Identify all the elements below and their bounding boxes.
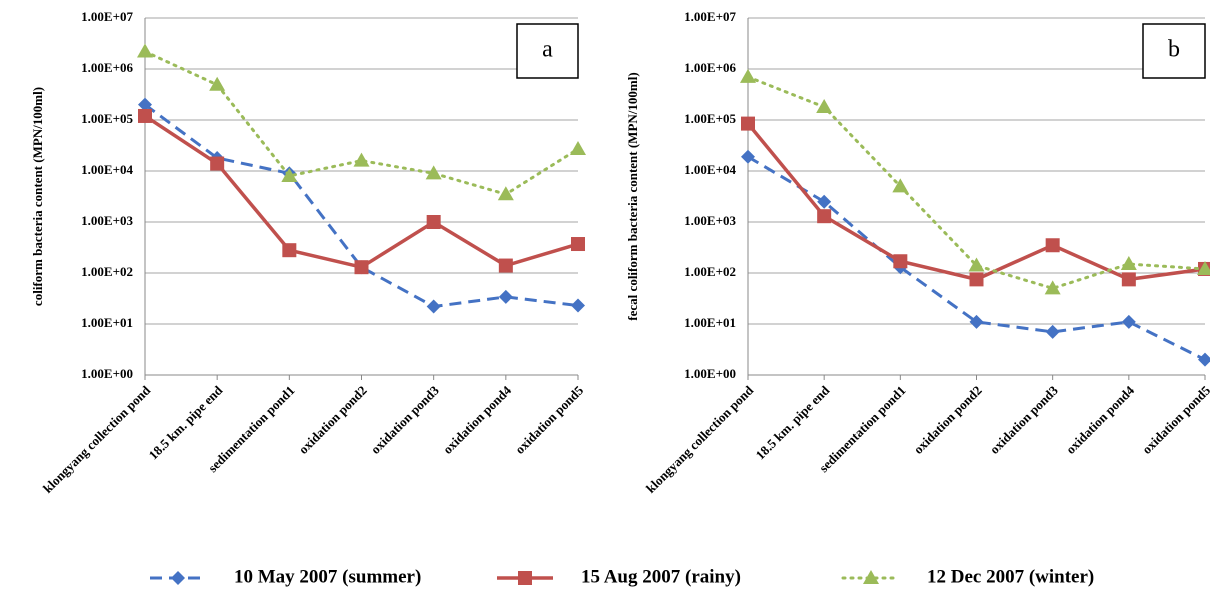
marker-triangle [968, 257, 985, 272]
marker-square [354, 260, 369, 275]
marker-diamond [817, 194, 832, 209]
y-tick-label: 1.00E+00 [684, 366, 736, 381]
y-tick-label: 1.00E+07 [684, 9, 736, 24]
marker-triangle [209, 76, 226, 91]
annotation: a [542, 37, 553, 63]
chart: 1.00E+00 1.00E+01 1.00E+02 1.00E+03 1.00E+04… [625, 9, 1210, 496]
marker-square [741, 116, 755, 131]
marker-diamond [426, 299, 441, 314]
marker-diamond [1045, 324, 1060, 339]
y-tick-label: 1.00E+06 [81, 60, 133, 75]
y-axis-label: coliform bacteria content (MPN/100ml) [30, 87, 45, 306]
marker-triangle [816, 98, 833, 113]
marker-triangle [892, 178, 909, 193]
marker-diamond [498, 289, 513, 304]
marker-triangle [353, 152, 370, 167]
marker-square [1121, 272, 1136, 287]
marker-diamond [1121, 314, 1136, 329]
legend-label: 10 May 2007 (summer) [234, 566, 421, 587]
series-line [144, 114, 579, 270]
x-tick-label: klongyang collection pond [643, 382, 757, 496]
x-tick-label: oxidation pond4 [440, 382, 515, 457]
series-line [746, 75, 1207, 290]
marker-square [282, 243, 297, 258]
y-tick-label: 1.00E+05 [81, 111, 133, 126]
x-tick-label: 18.5 km. pipe end [753, 382, 833, 462]
legend-label: 12 Dec 2007 (winter) [927, 566, 1094, 587]
marker-diamond [969, 314, 984, 329]
series-line [143, 50, 580, 196]
marker-diamond [741, 149, 755, 164]
marker-triangle [863, 570, 879, 584]
y-tick-label: 1.00E+07 [81, 9, 133, 24]
marker-triangle [1120, 256, 1137, 271]
x-tick-label: oxidation pond4 [1063, 382, 1138, 457]
marker-square [138, 108, 152, 123]
marker-diamond [571, 298, 585, 313]
y-tick-label: 1.00E+01 [684, 315, 736, 330]
marker-square [571, 237, 585, 252]
marker-diamond [138, 97, 152, 112]
y-tick-label: 1.00E+03 [684, 213, 736, 228]
x-tick-label: oxidation pond3 [987, 382, 1062, 457]
marker-square [969, 272, 984, 287]
y-tick-label: 1.00E+05 [684, 111, 736, 126]
y-tick-label: 1.00E+04 [81, 162, 133, 177]
chart: 1.00E+00 1.00E+01 1.00E+02 1.00E+03 1.00E+04… [30, 9, 587, 496]
y-tick-label: 1.00E+04 [684, 162, 736, 177]
annotation-box [1142, 23, 1206, 79]
y-tick-label: 1.00E+03 [81, 213, 133, 228]
x-tick-label: klongyang collection pond [40, 382, 154, 496]
marker-diamond [1198, 352, 1210, 367]
y-tick-label: 1.00E+02 [684, 264, 736, 279]
marker-square [1045, 238, 1060, 253]
marker-square [893, 254, 908, 269]
legend: 10 May 2007 (summer) 15 Aug 2007 (rainy) 1… [150, 566, 1094, 587]
y-tick-label: 1.00E+02 [81, 264, 133, 279]
marker-triangle [1197, 260, 1210, 275]
marker-triangle [281, 167, 298, 182]
marker-square [210, 156, 225, 171]
marker-square [817, 209, 832, 224]
annotation-box [516, 23, 579, 79]
marker-square [498, 258, 513, 273]
series-line [746, 122, 1206, 282]
x-tick-label: oxidation pond2 [911, 383, 985, 457]
marker-triangle [570, 141, 586, 156]
marker-triangle [497, 186, 514, 201]
marker-triangle [137, 43, 153, 58]
marker-diamond [171, 571, 185, 585]
x-tick-label: oxidation pond5 [512, 382, 587, 457]
legend-label: 15 Aug 2007 (rainy) [581, 566, 741, 587]
x-tick-label: oxidation pond5 [1139, 382, 1210, 457]
y-axis-label: fecal coliform bacteria content (MPN/100… [625, 72, 640, 320]
marker-triangle [740, 68, 756, 83]
marker-square [518, 571, 532, 585]
series-line [144, 103, 579, 309]
marker-square [426, 215, 441, 229]
marker-triangle [1044, 280, 1061, 295]
x-tick-label: sedimentation pond1 [816, 383, 909, 476]
y-tick-label: 1.00E+01 [81, 315, 133, 330]
x-tick-label: 18.5 km. pipe end [146, 382, 226, 462]
x-tick-label: oxidation pond3 [368, 382, 443, 457]
x-tick-label: oxidation pond2 [296, 383, 370, 457]
y-tick-label: 1.00E+00 [81, 366, 133, 381]
annotation: b [1168, 37, 1180, 63]
y-tick-label: 1.00E+06 [684, 60, 736, 75]
marker-triangle [425, 165, 442, 180]
